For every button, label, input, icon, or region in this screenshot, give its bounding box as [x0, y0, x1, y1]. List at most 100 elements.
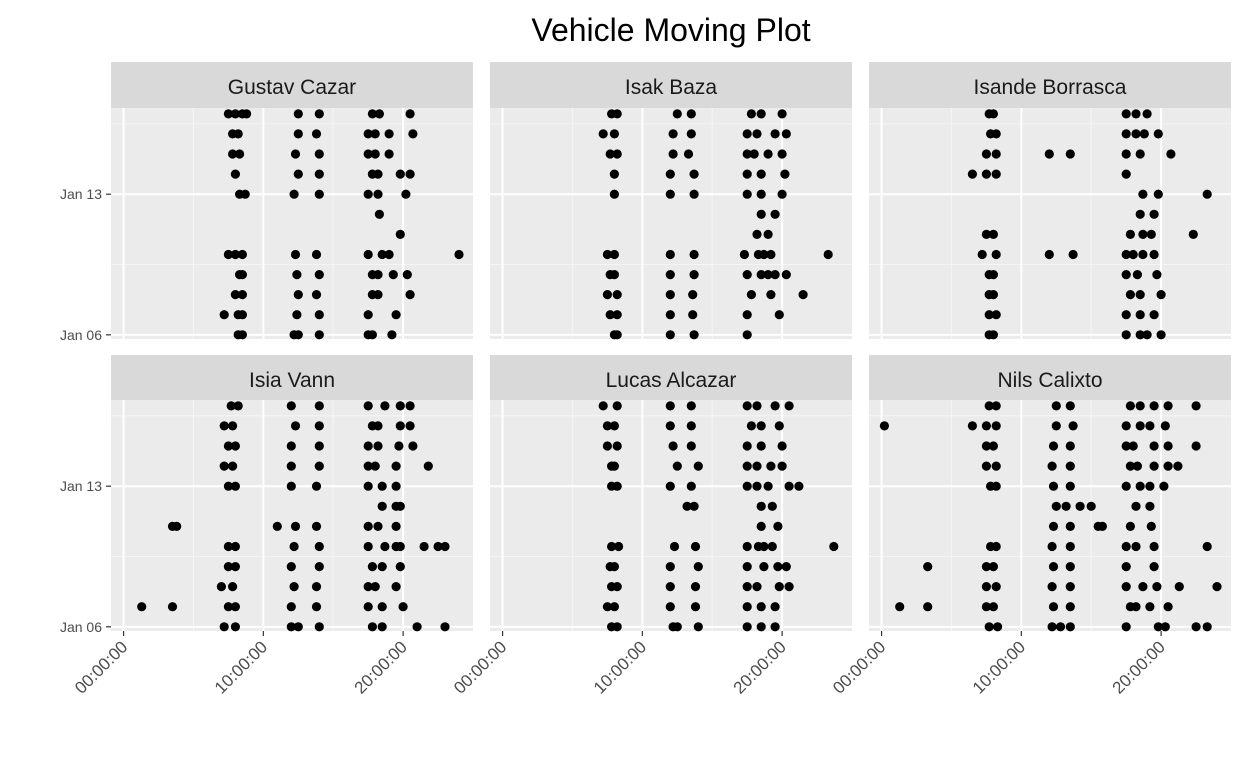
data-point: [377, 562, 387, 572]
data-point: [311, 521, 322, 532]
data-point: [293, 109, 303, 119]
data-point: [763, 229, 773, 239]
data-point: [1131, 109, 1141, 119]
data-point: [290, 149, 301, 159]
data-point: [311, 602, 322, 612]
data-point: [286, 602, 296, 612]
data-point: [1163, 602, 1173, 612]
data-point: [290, 249, 301, 260]
data-point: [1139, 129, 1149, 139]
data-point: [1121, 622, 1131, 632]
data-point: [1135, 310, 1145, 320]
data-point: [373, 421, 383, 431]
data-point: [370, 461, 380, 471]
data-point: [1051, 421, 1061, 431]
data-point: [1202, 189, 1212, 199]
data-point: [773, 562, 783, 572]
data-point: [967, 421, 978, 431]
data-point: [363, 521, 373, 532]
data-point: [290, 421, 301, 431]
data-point: [981, 149, 992, 159]
data-point: [609, 562, 620, 572]
data-point: [742, 169, 752, 179]
data-point: [879, 421, 890, 431]
data-point: [1047, 582, 1057, 592]
data-point: [763, 481, 773, 491]
data-point: [749, 149, 759, 159]
data-point: [991, 401, 1001, 411]
data-point: [988, 109, 999, 119]
facet-strip: [490, 62, 852, 108]
data-point: [314, 310, 324, 320]
data-point: [314, 149, 324, 159]
data-point: [742, 189, 752, 199]
data-point: [1121, 330, 1131, 340]
facet-panel: Gustav Cazar: [111, 62, 473, 340]
data-point: [1125, 521, 1135, 532]
data-point: [293, 169, 303, 179]
data-point: [689, 270, 699, 280]
data-point: [1121, 109, 1131, 119]
data-point: [1142, 330, 1152, 340]
data-point: [1138, 229, 1148, 239]
data-point: [363, 249, 373, 260]
data-point: [405, 290, 415, 300]
data-point: [289, 189, 299, 199]
facet-panel: Isia Vann: [111, 355, 473, 632]
data-point: [752, 461, 762, 471]
data-point: [1135, 401, 1145, 411]
data-point: [770, 209, 780, 219]
data-point: [984, 401, 994, 411]
data-point: [690, 541, 701, 552]
data-point: [405, 169, 415, 179]
facet-strip: [869, 62, 1231, 108]
data-point: [1152, 270, 1162, 280]
data-point: [363, 129, 373, 139]
data-point: [1146, 521, 1156, 532]
data-point: [1128, 441, 1138, 451]
data-point: [237, 270, 247, 280]
data-point: [240, 189, 250, 199]
data-point: [1065, 149, 1075, 159]
data-point: [609, 461, 620, 471]
data-point: [923, 602, 933, 612]
facet-panel: Nils Calixto: [869, 355, 1231, 632]
data-point: [1153, 129, 1163, 139]
data-point: [233, 401, 243, 411]
data-point: [395, 421, 405, 431]
data-point: [991, 249, 1001, 260]
data-point: [690, 602, 701, 612]
data-point: [286, 441, 296, 451]
data-point: [1149, 209, 1159, 219]
data-point: [1121, 270, 1131, 280]
data-point: [408, 129, 418, 139]
data-point: [967, 169, 978, 179]
data-point: [363, 461, 373, 471]
data-point: [395, 541, 405, 552]
data-point: [770, 401, 780, 411]
data-point: [988, 270, 999, 280]
data-point: [686, 481, 696, 491]
data-point: [1166, 149, 1176, 159]
data-point: [314, 189, 324, 199]
data-point: [1075, 501, 1085, 511]
data-point: [756, 189, 766, 199]
data-point: [286, 562, 296, 572]
data-point: [612, 401, 622, 411]
data-point: [1121, 421, 1131, 431]
data-point: [1149, 310, 1159, 320]
data-point: [781, 562, 791, 572]
data-point: [395, 562, 405, 572]
data-point: [230, 169, 240, 179]
data-point: [689, 169, 699, 179]
data-point: [612, 330, 622, 340]
data-point: [1048, 481, 1059, 491]
data-point: [689, 189, 699, 199]
data-point: [1044, 149, 1054, 159]
facet-strip: [111, 62, 473, 108]
data-point: [293, 330, 303, 340]
data-point: [607, 541, 617, 552]
data-point: [377, 602, 387, 612]
data-point: [598, 401, 608, 411]
data-point: [1145, 421, 1155, 431]
